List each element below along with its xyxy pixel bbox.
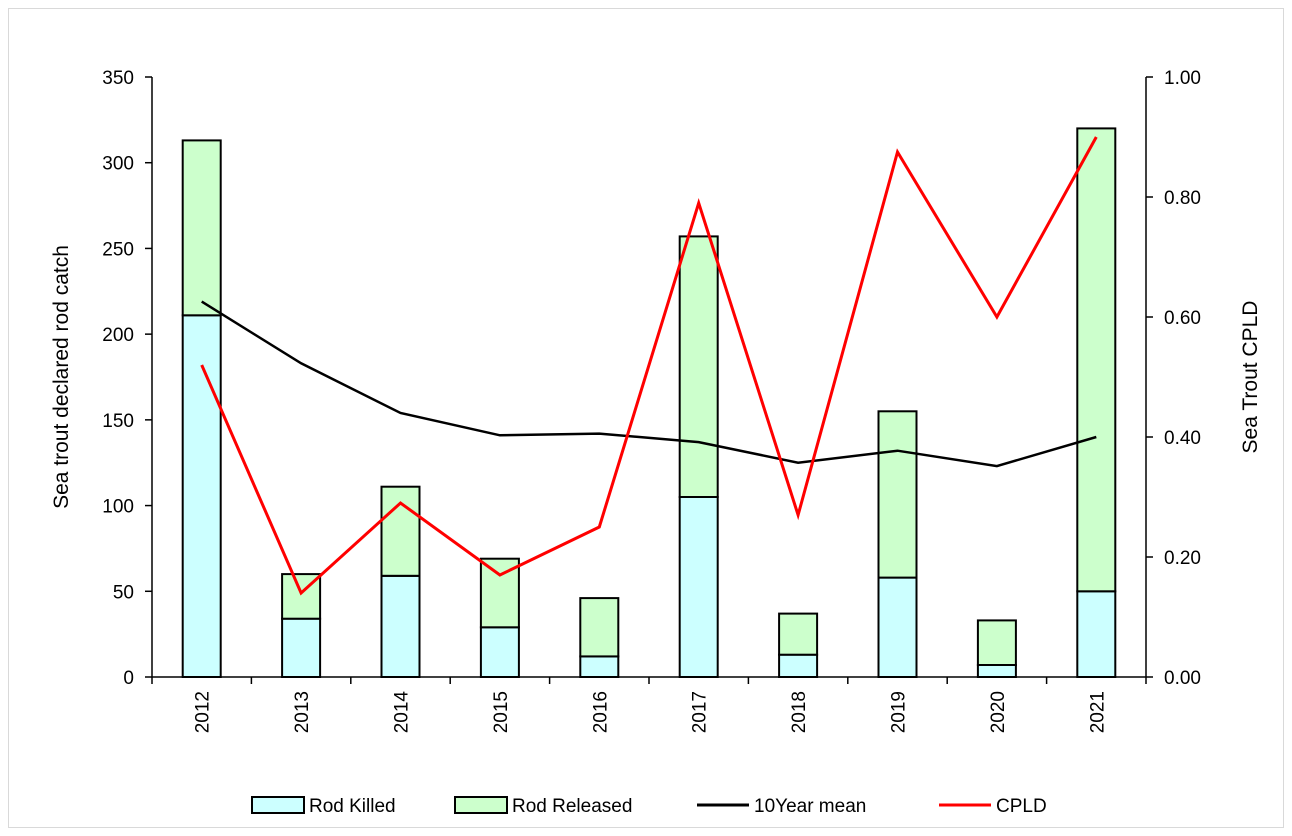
- left-tick-label: 250: [102, 239, 134, 260]
- left-tick-label: 50: [113, 582, 134, 603]
- legend-label-rod-killed: Rod Killed: [309, 796, 396, 817]
- left-tick-label: 0: [123, 668, 134, 689]
- x-tick-label: 2018: [789, 691, 810, 733]
- left-tick-label: 150: [102, 411, 134, 432]
- right-tick-label: 0.20: [1164, 548, 1201, 569]
- x-tick-label: 2015: [491, 691, 512, 733]
- bar-rod-released-2012: [181, 139, 222, 317]
- bar-rod-killed-2020: [976, 664, 1017, 678]
- right-tick-label: 1.00: [1164, 68, 1201, 89]
- left-tick-label: 300: [102, 154, 134, 175]
- bar-rod-released-2014: [380, 485, 421, 577]
- bar-rod-released-2018: [778, 612, 819, 656]
- bar-rod-killed-2015: [479, 626, 520, 678]
- bar-rod-killed-2014: [380, 574, 421, 679]
- x-tick-label: 2017: [690, 691, 711, 733]
- axes-group: 0 50 100 150 200 250 300 350 0.00 0.20 0.40 0.60 0.8…: [50, 68, 1262, 733]
- left-tick-label: 350: [102, 68, 134, 89]
- right-tick-label: 0.80: [1164, 188, 1201, 209]
- right-tick-label: 0.60: [1164, 308, 1201, 329]
- legend-swatch-rod-released: [454, 796, 508, 814]
- bar-rod-released-2021: [1076, 127, 1117, 593]
- right-tick-label: 0.40: [1164, 428, 1201, 449]
- bar-rod-killed-2018: [778, 653, 819, 679]
- bar-rod-killed-2016: [579, 655, 620, 679]
- x-tick-label: 2020: [988, 691, 1009, 733]
- x-tick-label: 2019: [889, 691, 910, 733]
- x-tick-label: 2016: [590, 691, 611, 733]
- left-tick-label: 200: [102, 325, 134, 346]
- line-cpld: [200, 136, 1098, 596]
- bar-rod-released-2016: [579, 597, 620, 658]
- bar-rod-released-2017: [678, 235, 719, 498]
- x-tick-label: 2013: [292, 691, 313, 733]
- legend-label-cpld: CPLD: [996, 796, 1047, 817]
- x-tick-label: 2021: [1087, 691, 1108, 733]
- y2-axis-title: Sea Trout CPLD: [1239, 301, 1262, 454]
- legend-label-rod-released: Rod Released: [512, 796, 632, 817]
- bar-rod-killed-2012: [181, 314, 222, 678]
- bar-rod-killed-2019: [877, 576, 918, 678]
- legend-label-10year-mean: 10Year mean: [754, 796, 866, 817]
- y-axis-title: Sea trout declared rod catch: [50, 245, 73, 509]
- legend-swatch-rod-killed: [251, 796, 305, 814]
- bar-rod-killed-2017: [678, 496, 719, 678]
- line-10year-mean: [201, 300, 1097, 468]
- x-tick-label: 2014: [392, 691, 413, 734]
- bars-group: [181, 127, 1117, 679]
- x-tick-label: 2012: [193, 691, 214, 733]
- bar-rod-killed-2021: [1076, 590, 1117, 678]
- bar-rod-killed-2013: [281, 617, 322, 679]
- left-tick-label: 100: [102, 497, 134, 518]
- right-tick-label: 0.00: [1164, 668, 1201, 689]
- bar-rod-released-2019: [877, 410, 918, 579]
- legend-group: Rod Killed Rod Released 10Year mean CPLD: [251, 796, 1047, 817]
- lines-group: [200, 136, 1098, 596]
- bar-rod-released-2020: [976, 619, 1017, 667]
